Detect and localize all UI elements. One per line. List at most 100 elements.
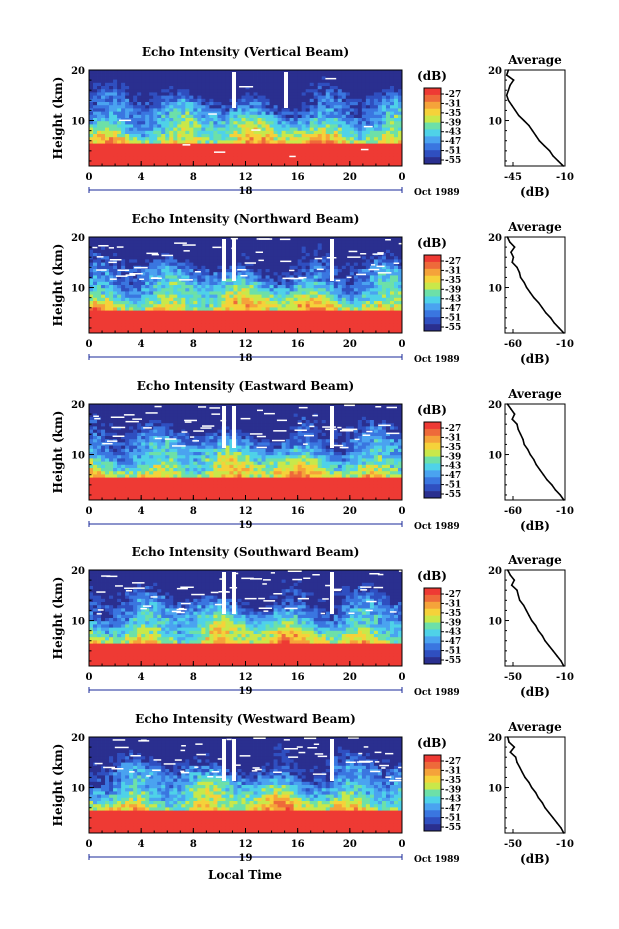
heatmap-cell: [237, 307, 242, 311]
heatmap-cell: [293, 98, 299, 103]
avg-y-tick-label: 20: [488, 66, 502, 77]
heatmap-cell: [221, 95, 226, 100]
heatmap-cell: [341, 79, 347, 84]
heatmap-cell: [397, 82, 403, 87]
heatmap-cell: [185, 294, 190, 299]
heatmap-cell: [181, 159, 186, 164]
heatmap-cell: [257, 95, 262, 100]
heatmap-cell: [305, 150, 311, 154]
x-tick-label: 0: [399, 172, 406, 183]
heatmap-cell: [157, 105, 162, 109]
heatmap-cell: [301, 253, 307, 257]
heatmap-cell: [149, 156, 154, 160]
heatmap-cell: [113, 323, 118, 327]
heatmap-cell: [221, 237, 226, 241]
heatmap-cell: [101, 73, 106, 77]
heatmap-cell: [161, 288, 166, 292]
heatmap-cell: [365, 317, 371, 321]
heatmap-cell: [109, 237, 114, 241]
heatmap-cell: [317, 269, 323, 273]
heatmap-cell: [177, 95, 182, 100]
heatmap-cell: [261, 323, 266, 327]
heatmap-cell: [285, 310, 291, 315]
heatmap-cell: [89, 285, 94, 289]
heatmap-cell: [125, 310, 130, 315]
heatmap-cell: [257, 243, 262, 247]
heatmap-cell: [349, 269, 355, 273]
heatmap-cell: [237, 98, 242, 103]
heatmap-cell: [161, 249, 166, 254]
heatmap-cell: [325, 329, 331, 334]
heatmap-cell: [249, 265, 254, 270]
heatmap-cell: [245, 278, 250, 283]
heatmap-cell: [193, 140, 198, 144]
heatmap-cell: [129, 237, 134, 241]
heatmap-cell: [373, 79, 379, 84]
heatmap-cell: [249, 310, 254, 315]
heatmap-cell: [145, 76, 150, 80]
heatmap-cell: [249, 291, 254, 295]
heatmap-cell: [105, 265, 110, 270]
heatmap-cell: [193, 272, 198, 276]
heatmap-cell: [269, 150, 274, 154]
heatmap-cell: [281, 137, 287, 141]
heatmap-cell: [249, 124, 254, 128]
heatmap-cell: [217, 92, 222, 96]
heatmap-cell: [265, 98, 270, 103]
heatmap-cell: [149, 111, 154, 116]
heatmap-cell: [357, 73, 363, 77]
heatmap-cell: [241, 159, 246, 164]
heatmap-cell: [377, 307, 383, 311]
heatmap-cell: [365, 243, 371, 247]
heatmap-cell: [125, 275, 130, 279]
heatmap-cell: [273, 320, 278, 324]
heatmap-cell: [257, 265, 262, 270]
heatmap-cell: [301, 291, 307, 295]
heatmap-cell: [185, 92, 190, 96]
heatmap-cell: [137, 150, 142, 154]
heatmap-cell: [261, 304, 266, 308]
heatmap-cell: [237, 329, 242, 334]
heatmap-cell: [357, 240, 363, 244]
heatmap-cell: [117, 307, 122, 311]
heatmap-cell: [313, 265, 319, 270]
heatmap-cell: [285, 143, 291, 148]
heatmap-cell: [325, 86, 331, 90]
heatmap-cell: [397, 156, 403, 160]
heatmap-cell: [305, 162, 311, 167]
heatmap-cell: [197, 249, 202, 254]
heatmap-cell: [97, 240, 102, 244]
heatmap-cell: [397, 146, 403, 151]
heatmap-cell: [201, 240, 206, 244]
heatmap-cell: [365, 294, 371, 299]
heatmap-cell: [257, 140, 262, 144]
colorbar-segment: [424, 255, 441, 263]
heatmap-cell: [285, 127, 291, 132]
heatmap-cell: [289, 281, 295, 286]
heatmap-cell: [225, 105, 230, 109]
heatmap-cell: [361, 294, 367, 299]
heatmap-cell: [289, 249, 295, 254]
heatmap-cell: [269, 265, 274, 270]
heatmap-cell: [313, 79, 319, 84]
heatmap-cell: [189, 95, 194, 100]
heatmap-cell: [305, 82, 311, 87]
heatmap-cell: [361, 159, 367, 164]
heatmap-cell: [297, 262, 303, 267]
heatmap-cell: [217, 134, 222, 138]
heatmap-cell: [209, 304, 214, 308]
heatmap-cell: [281, 127, 287, 132]
heatmap-cell: [309, 95, 315, 100]
heatmap-cell: [277, 143, 283, 148]
heatmap-cell: [389, 111, 395, 116]
heatmap-cell: [397, 275, 403, 279]
heatmap-cell: [253, 73, 258, 77]
heatmap-cell: [261, 92, 266, 96]
heatmap-cell: [257, 272, 262, 276]
heatmap-cell: [105, 329, 110, 334]
heatmap-cell: [109, 285, 114, 289]
heatmap-cell: [185, 162, 190, 167]
heatmap-cell: [169, 121, 174, 125]
heatmap-cell: [349, 240, 355, 244]
heatmap-cell: [325, 162, 331, 167]
